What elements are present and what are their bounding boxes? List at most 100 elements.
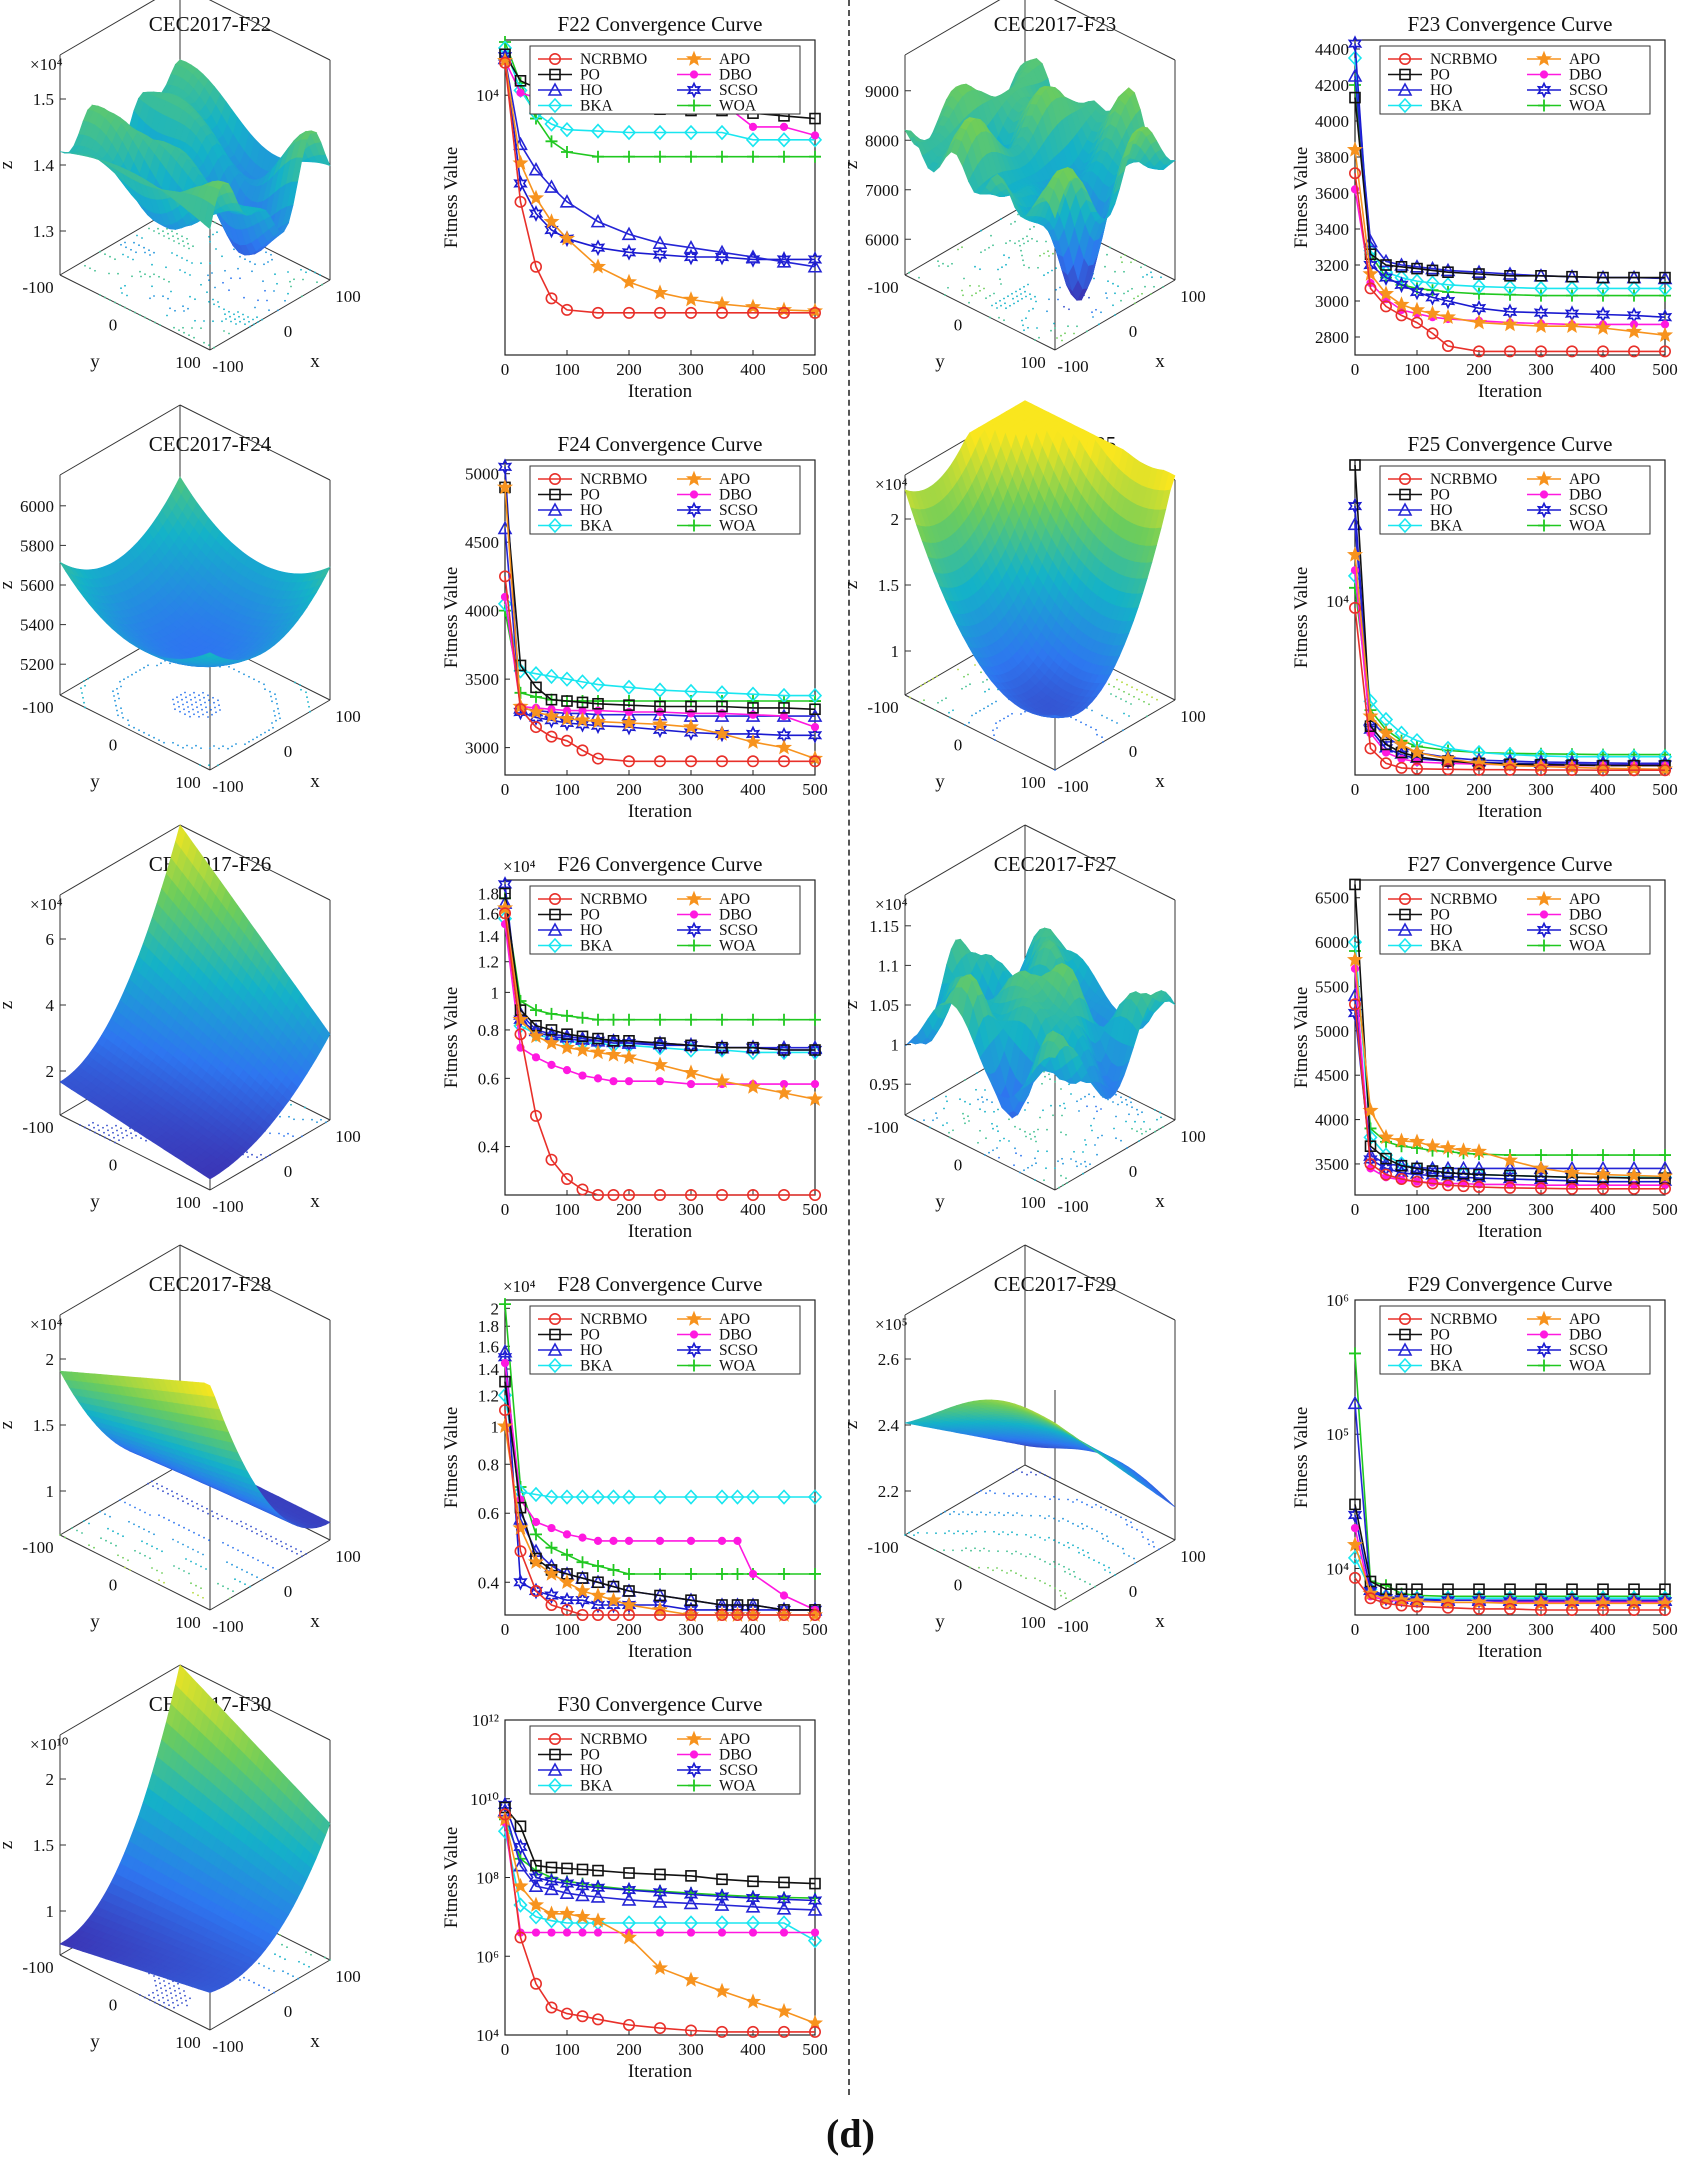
contour-dot <box>292 1135 294 1138</box>
contour-dot <box>932 677 934 680</box>
point-apo <box>496 479 514 495</box>
legend-marker <box>1538 519 1550 532</box>
point-po <box>1659 271 1671 284</box>
contour-dot <box>123 678 125 681</box>
point-po <box>1628 271 1640 284</box>
contour-dot <box>81 692 83 694</box>
point-bka <box>559 121 575 138</box>
contour-dot <box>1000 218 1002 220</box>
legend-box <box>529 465 801 535</box>
contour-dot <box>937 701 939 704</box>
y-tick-label: 4400 <box>1315 40 1349 59</box>
point-scso <box>1378 269 1394 286</box>
contour-dot <box>143 246 145 249</box>
x-tick-label: 300 <box>1528 360 1554 379</box>
point-scso <box>1347 497 1363 515</box>
contour-dot <box>308 705 310 708</box>
contour-dot <box>112 1131 114 1134</box>
contour-dot <box>200 283 202 286</box>
contour-dot <box>140 1137 142 1140</box>
contour-dot <box>1101 714 1103 717</box>
contour-dot <box>208 235 210 238</box>
contour-dot <box>186 744 188 747</box>
contour-dot <box>1010 223 1012 225</box>
y-tick-label: 100 <box>175 353 201 372</box>
contour-dot <box>1105 292 1107 295</box>
contour-dot <box>228 310 230 313</box>
point-woa <box>1349 581 1361 594</box>
contour-dot <box>1141 292 1143 295</box>
contour-dot <box>249 260 251 263</box>
contour-dot <box>944 294 946 296</box>
point-ncrbmo <box>592 752 605 765</box>
contour-dot <box>97 1124 99 1127</box>
contour-dot <box>1128 693 1130 696</box>
point-ncrbmo <box>1349 167 1362 180</box>
point-ho <box>1378 253 1394 268</box>
contour-dot <box>1035 300 1037 303</box>
contour-dot <box>113 1136 115 1139</box>
contour-dot <box>111 1127 113 1129</box>
contour-dot <box>127 719 129 722</box>
contour-dot <box>1146 693 1148 696</box>
contour-dot <box>275 698 277 700</box>
contour-dot <box>951 262 953 265</box>
contour-dot <box>99 250 101 253</box>
point-bka <box>1657 280 1673 297</box>
contour-dot <box>947 286 949 289</box>
point-ncrbmo <box>654 755 667 768</box>
point-apo <box>1346 546 1364 562</box>
contour-dot <box>272 726 274 729</box>
point-po <box>545 693 558 706</box>
point-scso <box>714 725 730 743</box>
x-tick-label: 400 <box>740 780 766 799</box>
contour-dot <box>261 318 263 321</box>
y-tick-label: 0 <box>954 736 963 755</box>
point-ho <box>1425 260 1440 275</box>
point-ho <box>1347 68 1363 82</box>
contour-dot <box>1024 710 1026 713</box>
box-edge <box>1053 0 1176 61</box>
legend-label: BKA <box>580 98 614 115</box>
point-po <box>747 702 759 714</box>
series-scso <box>497 458 823 744</box>
point-ncrbmo <box>1658 764 1671 777</box>
series-po <box>1349 91 1671 284</box>
contour-dot <box>138 244 140 247</box>
legend-label: BKA <box>580 518 614 535</box>
contour-dot <box>118 697 120 700</box>
contour-dot <box>1095 308 1097 311</box>
contour-dot <box>229 315 231 318</box>
point-ncrbmo <box>684 306 697 319</box>
contour-dot <box>210 708 212 711</box>
legend-item-bka: BKA <box>1388 518 1464 535</box>
contour-dot <box>202 713 204 716</box>
legend-label: SCSO <box>1569 502 1608 519</box>
contour-dot <box>193 691 195 694</box>
legend-marker <box>1397 97 1413 114</box>
point-po <box>514 74 527 87</box>
point-woa <box>592 150 604 163</box>
chart-title: F23 Convergence Curve <box>1408 12 1613 36</box>
point-scso <box>528 205 544 222</box>
z-tick-label: 1 <box>891 642 900 661</box>
contour-dot <box>116 709 118 712</box>
point-dbo <box>810 131 820 140</box>
contour-dot <box>191 327 193 329</box>
contour-dot <box>107 1129 109 1132</box>
contour-dot <box>162 230 164 233</box>
contour-dot <box>305 271 307 274</box>
contour-dot <box>1120 698 1122 700</box>
contour-dot <box>1127 290 1129 293</box>
contour-dot <box>1130 261 1132 264</box>
legend-box <box>1379 45 1651 115</box>
legend-box <box>529 45 801 115</box>
contour-dot <box>924 682 926 685</box>
contour-dot <box>1067 325 1069 328</box>
contour-dot <box>172 235 174 238</box>
floor-contours <box>908 208 1164 342</box>
contour-dot <box>177 237 179 240</box>
contour-dot <box>1055 288 1057 291</box>
box-edge <box>904 0 1001 56</box>
legend-marker <box>547 97 563 114</box>
